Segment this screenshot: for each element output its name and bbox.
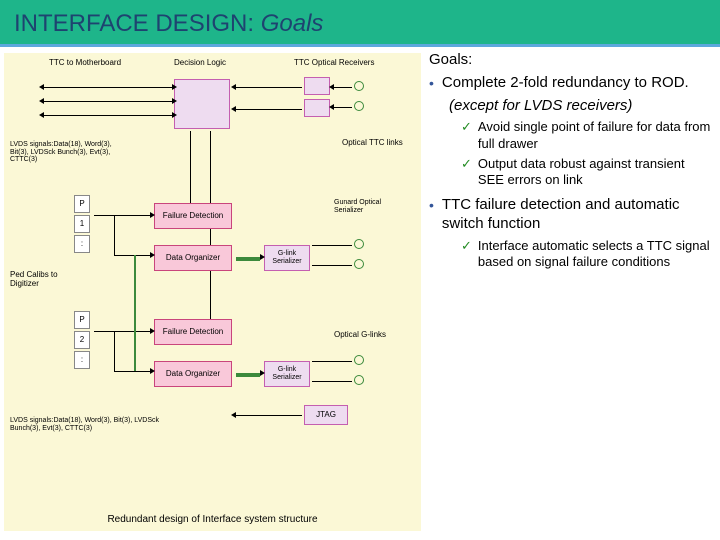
box-glink-2: G-link Serializer (264, 361, 310, 387)
bullet-dot-2: • (429, 196, 434, 234)
label-decision-logic: Decision Logic (174, 59, 226, 68)
out-circle-3 (354, 355, 364, 365)
out-circle-1 (354, 239, 364, 249)
pbi-c-1: : (74, 235, 90, 253)
line-l1 (114, 331, 115, 371)
box-failure-detection-2: Failure Detection (154, 319, 232, 345)
content-row: TTC to Motherboard Decision Logic TTC Op… (0, 47, 720, 537)
box-jtag: JTAG (304, 405, 348, 425)
ttc-rx-circle-2 (354, 101, 364, 111)
out-circle-4 (354, 375, 364, 385)
check-text-2-1: Interface automatic selects a TTC signal… (478, 238, 712, 271)
bullet-text-1: Complete 2-fold redundancy to ROD. (442, 74, 712, 93)
arrow-ttc-1 (44, 87, 172, 88)
text-panel: Goals: • Complete 2-fold redundancy to R… (425, 47, 720, 537)
label-ped: Ped Calibs to Digitizer (10, 271, 60, 289)
arrow-circ-rx-2 (334, 107, 352, 108)
bullet-text-2: TTC failure detection and automatic swit… (442, 196, 712, 234)
pbi-1-1: 1 (74, 215, 90, 233)
arr-l1 (94, 331, 150, 332)
title-bar: INTERFACE DESIGN: Goals (0, 0, 720, 47)
bullet-2: • TTC failure detection and automatic sw… (429, 196, 712, 234)
out-circle-2 (354, 259, 364, 269)
bullet-1: • Complete 2-fold redundancy to ROD. (429, 74, 712, 93)
rx-box-1 (304, 77, 330, 95)
diagram-caption: Redundant design of Interface system str… (4, 514, 421, 525)
arrow-ttc-2 (44, 101, 172, 102)
check-1-1: ✓ Avoid single point of failure for data… (461, 119, 712, 152)
label-lvds-bot: LVDS signals:Data(18), Word(3), Bit(3), … (10, 417, 190, 432)
check-text-1-2: Output data robust against transient SEE… (478, 156, 712, 189)
line-u1 (114, 215, 115, 255)
title-prefix: INTERFACE DESIGN: (14, 10, 261, 37)
diagram-panel: TTC to Motherboard Decision Logic TTC Op… (0, 47, 425, 537)
arr-u2 (114, 255, 150, 256)
label-optical-ttc: Optical TTC links (342, 139, 403, 148)
arr-jtag (236, 415, 302, 416)
box-decision-logic (174, 79, 230, 129)
label-lvds-top: LVDS signals:Data(18), Word(3), Bit(3), … (10, 141, 130, 164)
pbi-c-2: : (74, 351, 90, 369)
italic-note-1: (except for LVDS receivers) (449, 97, 712, 116)
arrow-dec-down-1 (190, 131, 191, 203)
check-mark-2: ✓ (461, 156, 472, 189)
arr-l2 (114, 371, 150, 372)
check-mark-3: ✓ (461, 238, 472, 271)
label-ttc-motherboard: TTC to Motherboard (49, 59, 121, 68)
label-optical-receivers: TTC Optical Receivers (294, 59, 374, 68)
goals-heading: Goals: (429, 51, 712, 70)
slide: INTERFACE DESIGN: Goals TTC to Motherboa… (0, 0, 720, 540)
bullet-dot-1: • (429, 74, 434, 93)
check-text-1-1: Avoid single point of failure for data f… (478, 119, 712, 152)
arr-do-gl-2 (236, 373, 260, 377)
box-failure-detection-1: Failure Detection (154, 203, 232, 229)
arrow-ttc-3 (44, 115, 172, 116)
check-2-1: ✓ Interface automatic selects a TTC sign… (461, 238, 712, 271)
box-glink-1: G-link Serializer (264, 245, 310, 271)
arr-do-gl-1 (236, 257, 260, 261)
label-gbsatch: Gunard Optical Serializer (334, 199, 404, 214)
line-gl-out-1b (312, 265, 352, 266)
crosslink-1 (134, 255, 136, 371)
check-mark-1: ✓ (461, 119, 472, 152)
check-1-2: ✓ Output data robust against transient S… (461, 156, 712, 189)
pbi-2-2: 2 (74, 331, 90, 349)
diagram-bg: TTC to Motherboard Decision Logic TTC Op… (4, 53, 421, 531)
ttc-rx-circle-1 (354, 81, 364, 91)
line-gl-out-1a (312, 245, 352, 246)
box-data-organizer-2: Data Organizer (154, 361, 232, 387)
pbi-p-1: P (74, 195, 90, 213)
label-optical-glinks: Optical G-links (334, 331, 404, 340)
line-gl-out-2b (312, 381, 352, 382)
title-italic: Goals (261, 10, 324, 37)
arrow-rx-dec-1 (236, 87, 302, 88)
arrow-rx-dec-2 (236, 109, 302, 110)
line-gl-out-2a (312, 361, 352, 362)
arr-u1 (94, 215, 150, 216)
box-data-organizer-1: Data Organizer (154, 245, 232, 271)
arrow-circ-rx-1 (334, 87, 352, 88)
rx-box-2 (304, 99, 330, 117)
pbi-p-2: P (74, 311, 90, 329)
